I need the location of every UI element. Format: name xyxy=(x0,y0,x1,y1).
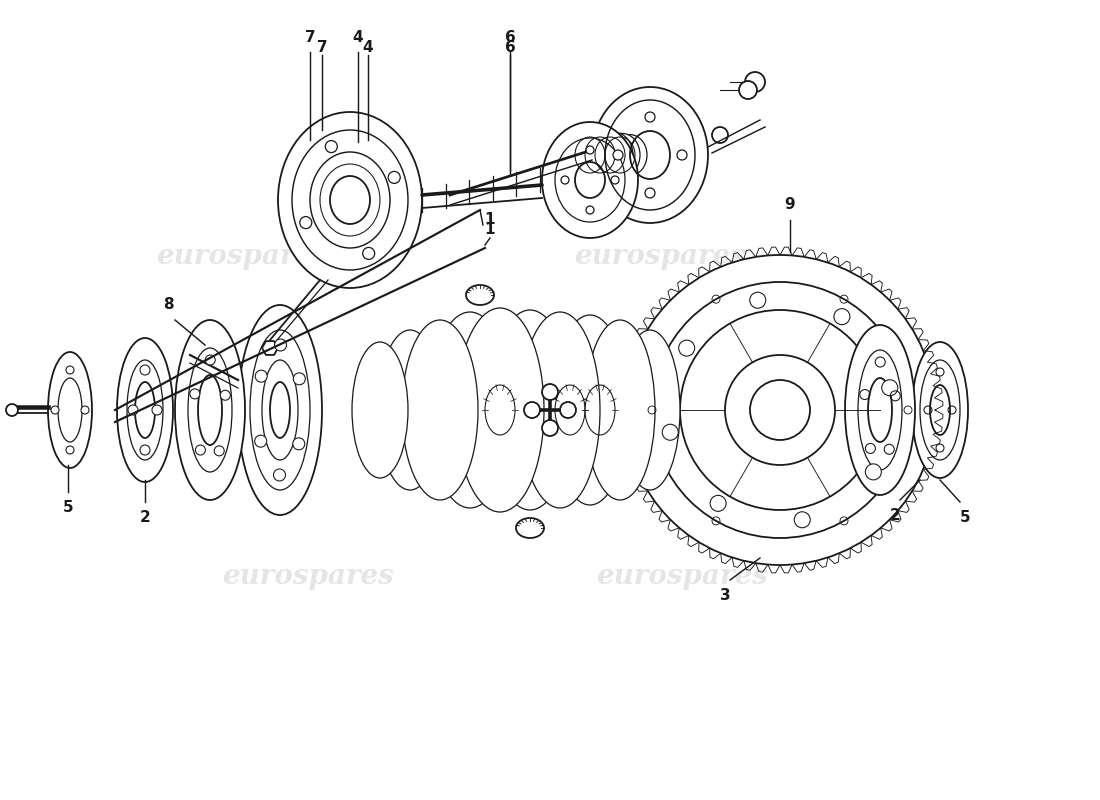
Text: 3: 3 xyxy=(719,588,730,603)
Ellipse shape xyxy=(586,131,626,178)
Text: 5: 5 xyxy=(959,510,970,525)
Text: 2: 2 xyxy=(140,510,151,525)
Ellipse shape xyxy=(275,339,286,351)
Ellipse shape xyxy=(645,188,654,198)
Ellipse shape xyxy=(676,150,688,160)
Ellipse shape xyxy=(572,134,607,176)
Text: 5: 5 xyxy=(63,500,74,515)
Ellipse shape xyxy=(196,445,206,455)
Ellipse shape xyxy=(128,405,138,415)
Ellipse shape xyxy=(140,365,150,375)
Ellipse shape xyxy=(402,320,478,500)
Ellipse shape xyxy=(66,446,74,454)
Text: eurospares: eurospares xyxy=(574,242,746,270)
Ellipse shape xyxy=(206,355,216,365)
Ellipse shape xyxy=(711,495,726,511)
Text: eurospares: eurospares xyxy=(222,562,394,590)
Ellipse shape xyxy=(586,206,594,214)
Text: 4: 4 xyxy=(363,41,373,55)
Text: 6: 6 xyxy=(505,41,516,55)
Ellipse shape xyxy=(866,464,881,480)
Ellipse shape xyxy=(66,366,74,374)
Ellipse shape xyxy=(388,171,400,183)
Ellipse shape xyxy=(378,330,442,490)
Ellipse shape xyxy=(745,72,764,92)
Ellipse shape xyxy=(300,217,311,229)
Ellipse shape xyxy=(51,406,59,414)
Ellipse shape xyxy=(595,132,632,178)
Ellipse shape xyxy=(604,134,640,177)
Ellipse shape xyxy=(255,435,266,447)
Text: 4: 4 xyxy=(353,30,363,45)
Text: 1: 1 xyxy=(485,213,495,227)
Text: 1: 1 xyxy=(485,222,495,238)
Ellipse shape xyxy=(845,325,915,495)
Ellipse shape xyxy=(278,112,422,288)
Ellipse shape xyxy=(620,330,680,490)
Ellipse shape xyxy=(610,176,619,184)
Ellipse shape xyxy=(238,305,322,515)
Text: eurospares: eurospares xyxy=(156,242,328,270)
Ellipse shape xyxy=(140,445,150,455)
Text: 6: 6 xyxy=(505,30,516,45)
Ellipse shape xyxy=(542,420,558,436)
Ellipse shape xyxy=(679,340,694,356)
Text: 7: 7 xyxy=(305,30,316,45)
Ellipse shape xyxy=(326,141,338,153)
Ellipse shape xyxy=(117,338,173,482)
Ellipse shape xyxy=(293,438,305,450)
Ellipse shape xyxy=(255,370,267,382)
Ellipse shape xyxy=(524,402,540,418)
Ellipse shape xyxy=(613,134,647,175)
Ellipse shape xyxy=(552,315,628,505)
Ellipse shape xyxy=(645,112,654,122)
Ellipse shape xyxy=(488,310,572,510)
Ellipse shape xyxy=(794,512,811,528)
Ellipse shape xyxy=(592,87,708,223)
Ellipse shape xyxy=(542,384,558,400)
Ellipse shape xyxy=(613,150,623,160)
Ellipse shape xyxy=(712,127,728,143)
Ellipse shape xyxy=(586,146,594,154)
Ellipse shape xyxy=(152,405,162,415)
Ellipse shape xyxy=(428,312,512,508)
Text: 9: 9 xyxy=(784,197,795,212)
Text: 7: 7 xyxy=(317,41,328,55)
Ellipse shape xyxy=(882,380,898,396)
Ellipse shape xyxy=(561,176,569,184)
Ellipse shape xyxy=(190,389,200,399)
Ellipse shape xyxy=(363,247,375,259)
Ellipse shape xyxy=(352,342,408,478)
Ellipse shape xyxy=(560,402,576,418)
Ellipse shape xyxy=(48,352,92,468)
Ellipse shape xyxy=(456,308,544,512)
Text: 8: 8 xyxy=(163,297,174,312)
Ellipse shape xyxy=(662,424,679,440)
Ellipse shape xyxy=(542,122,638,238)
Ellipse shape xyxy=(6,404,18,416)
Ellipse shape xyxy=(739,81,757,99)
Ellipse shape xyxy=(580,133,617,178)
Text: eurospares: eurospares xyxy=(596,562,768,590)
Text: 2: 2 xyxy=(890,508,901,523)
Ellipse shape xyxy=(175,320,245,500)
Ellipse shape xyxy=(585,320,654,500)
Ellipse shape xyxy=(214,446,224,456)
Ellipse shape xyxy=(912,342,968,478)
Ellipse shape xyxy=(220,390,230,400)
Ellipse shape xyxy=(834,309,850,325)
Ellipse shape xyxy=(750,292,766,308)
Ellipse shape xyxy=(81,406,89,414)
Ellipse shape xyxy=(294,373,306,385)
Ellipse shape xyxy=(625,255,935,565)
Ellipse shape xyxy=(520,312,600,508)
Ellipse shape xyxy=(274,469,286,481)
